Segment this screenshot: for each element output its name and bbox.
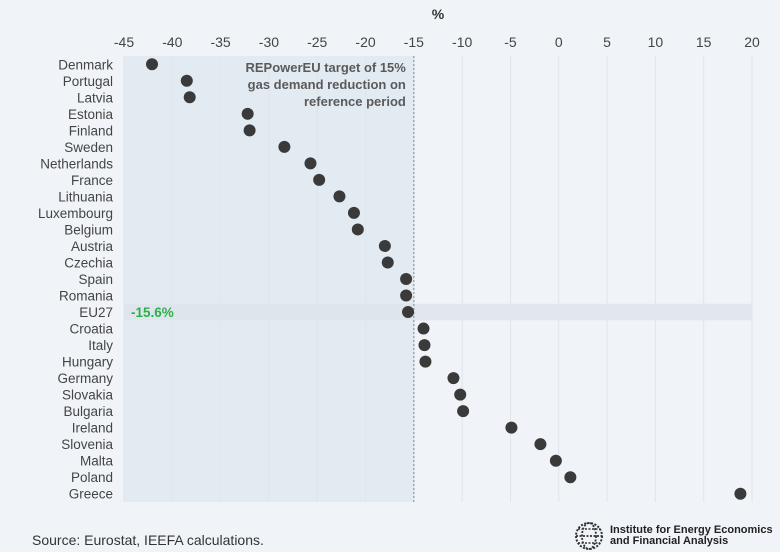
- category-label: Slovenia: [61, 437, 113, 452]
- category-label: Poland: [71, 470, 113, 485]
- data-point: [447, 372, 460, 385]
- category-label: Slovakia: [62, 388, 114, 403]
- data-point: [278, 140, 291, 153]
- category-label: Estonia: [68, 107, 114, 122]
- data-point: [313, 173, 326, 186]
- x-tick-label: -45: [114, 34, 134, 50]
- x-tick-label: -35: [210, 34, 230, 50]
- category-label: Germany: [57, 371, 113, 386]
- data-point: [241, 107, 254, 120]
- category-label: Czechia: [64, 255, 113, 270]
- category-label: Ireland: [72, 421, 113, 436]
- data-point: [402, 306, 415, 319]
- category-label: Sweden: [64, 140, 113, 155]
- category-label: Hungary: [62, 355, 113, 370]
- x-tick-label: -5: [504, 34, 517, 50]
- source-note: Source: Eurostat, IEEFA calculations.: [32, 532, 264, 548]
- x-tick-label: -40: [162, 34, 182, 50]
- x-tick-label: -30: [259, 34, 279, 50]
- category-label: Finland: [69, 123, 113, 138]
- data-point: [418, 339, 431, 352]
- data-point: [457, 405, 470, 418]
- highlight-row-band: [124, 303, 752, 321]
- x-tick-label: 5: [603, 34, 611, 50]
- org-name-line1: Institute for Energy Economics: [610, 524, 773, 536]
- category-label: Luxembourg: [38, 206, 113, 221]
- data-point: [180, 74, 193, 87]
- category-label: Spain: [78, 272, 113, 287]
- x-tick-label: 15: [696, 34, 712, 50]
- x-tick-label: -15: [404, 34, 424, 50]
- x-tick-label: 10: [648, 34, 664, 50]
- x-tick-label: -25: [307, 34, 327, 50]
- category-label: Croatia: [69, 322, 113, 337]
- data-point: [243, 124, 256, 137]
- data-point: [564, 471, 577, 484]
- category-label: Romania: [59, 289, 114, 304]
- dot-plot-chart: -45 -40 -35 -30 -25 -20 -15 -10 -5 0 5 10 15 20% REPow…: [38, 6, 760, 502]
- data-point: [333, 190, 346, 203]
- data-point: [505, 421, 518, 434]
- x-axis-label: %: [432, 6, 445, 22]
- data-point: [381, 256, 394, 269]
- category-label: EU27: [79, 305, 113, 320]
- globe-icon: [575, 522, 603, 550]
- category-label: Lithuania: [58, 189, 113, 204]
- data-point: [351, 223, 364, 236]
- data-point: [378, 239, 391, 252]
- data-point: [146, 58, 159, 71]
- target-annotation: REPowerEU target of 15%: [245, 60, 406, 75]
- x-tick-label: 0: [555, 34, 563, 50]
- data-point: [400, 289, 413, 302]
- data-point: [400, 273, 413, 285]
- category-label: Portugal: [63, 74, 113, 89]
- category-label: Italy: [88, 338, 113, 353]
- category-label: Bulgaria: [63, 404, 113, 419]
- category-label: Netherlands: [40, 156, 113, 171]
- category-label: Denmark: [58, 57, 113, 72]
- data-point: [454, 388, 467, 401]
- x-tick-label: -10: [452, 34, 472, 50]
- ieefa-logo: Institute for Energy Economics and Finan…: [572, 521, 773, 551]
- data-point: [734, 487, 747, 500]
- data-point: [419, 355, 432, 368]
- target-annotation: gas demand reduction on: [248, 77, 406, 92]
- x-tick-label: -20: [355, 34, 375, 50]
- data-point: [183, 91, 196, 104]
- data-point: [304, 157, 317, 170]
- category-label: Malta: [80, 454, 114, 469]
- data-point: [417, 322, 430, 335]
- highlight-value-label: -15.6%: [131, 305, 174, 320]
- category-label: Latvia: [77, 90, 114, 105]
- org-name-line2: and Financial Analysis: [610, 535, 729, 547]
- data-point: [347, 206, 360, 219]
- category-label: France: [71, 173, 113, 188]
- data-point: [534, 438, 547, 451]
- category-label: Belgium: [64, 222, 113, 237]
- x-tick-label: 20: [744, 34, 760, 50]
- category-label: Austria: [71, 239, 114, 254]
- target-annotation: reference period: [304, 94, 406, 109]
- category-label: Greece: [69, 487, 113, 502]
- data-point: [549, 454, 562, 467]
